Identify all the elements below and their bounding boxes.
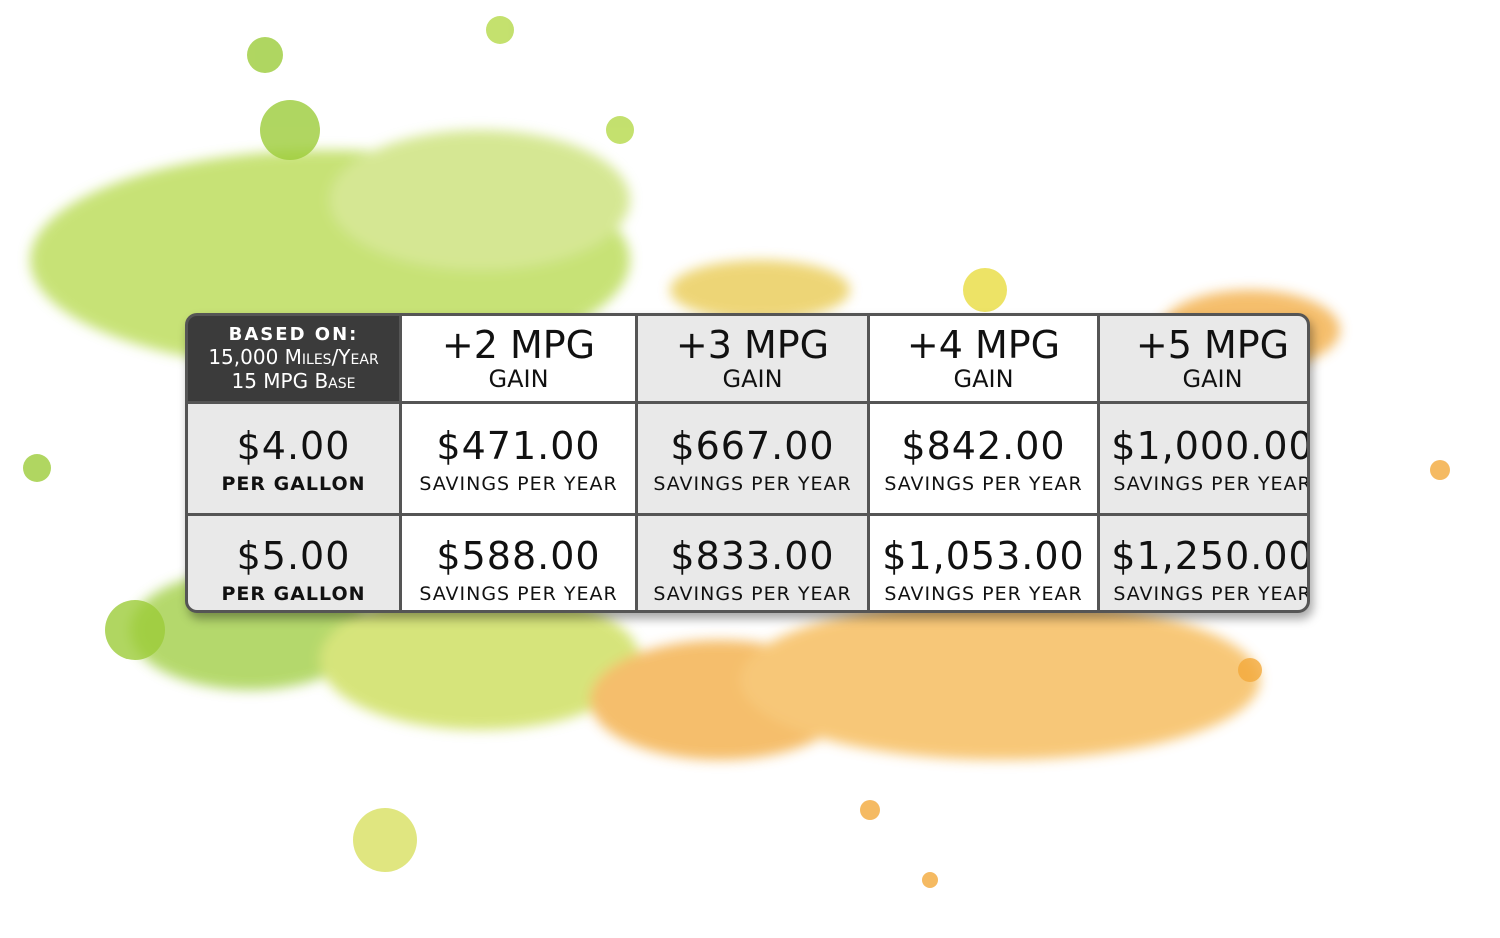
column-header: +2 MPG GAIN bbox=[402, 316, 635, 401]
savings-cell: $833.00 SAVINGS PER YEAR bbox=[638, 516, 867, 610]
gain-value: +3 MPG bbox=[675, 322, 830, 367]
gain-value: +4 MPG bbox=[906, 322, 1061, 367]
gain-label: GAIN bbox=[953, 364, 1014, 393]
savings-label: SAVINGS PER YEAR bbox=[884, 583, 1083, 605]
savings-amount: $842.00 bbox=[901, 423, 1066, 468]
corner-line: 15,000 Miles/Year bbox=[208, 345, 379, 369]
corner-title: BASED ON: bbox=[228, 324, 359, 345]
price-unit: PER GALLON bbox=[221, 472, 366, 495]
gain-label: GAIN bbox=[1182, 364, 1243, 393]
gain-value: +5 MPG bbox=[1135, 322, 1290, 367]
row-header: $5.00 PER GALLON bbox=[188, 516, 399, 610]
savings-amount: $667.00 bbox=[670, 423, 835, 468]
row-header: $4.00 PER GALLON bbox=[188, 404, 399, 513]
price: $4.00 bbox=[236, 423, 351, 468]
savings-amount: $1,250.00 bbox=[1111, 534, 1310, 578]
savings-table: BASED ON: 15,000 Miles/Year 15 MPG Base +2 … bbox=[185, 313, 1310, 613]
savings-cell: $1,053.00 SAVINGS PER YEAR bbox=[870, 516, 1097, 610]
price: $5.00 bbox=[236, 534, 351, 578]
column-header: +3 MPG GAIN bbox=[638, 316, 867, 401]
savings-cell: $842.00 SAVINGS PER YEAR bbox=[870, 404, 1097, 513]
savings-amount: $471.00 bbox=[436, 423, 601, 468]
savings-cell: $588.00 SAVINGS PER YEAR bbox=[402, 516, 635, 610]
savings-amount: $1,053.00 bbox=[882, 534, 1085, 578]
gain-label: GAIN bbox=[722, 364, 783, 393]
gain-label: GAIN bbox=[488, 364, 549, 393]
savings-label: SAVINGS PER YEAR bbox=[419, 583, 618, 605]
savings-cell: $471.00 SAVINGS PER YEAR bbox=[402, 404, 635, 513]
savings-amount: $588.00 bbox=[436, 534, 601, 578]
gain-value: +2 MPG bbox=[441, 322, 596, 367]
price-unit: PER GALLON bbox=[221, 583, 366, 605]
corner-cell: BASED ON: 15,000 Miles/Year 15 MPG Base bbox=[188, 316, 399, 401]
savings-label: SAVINGS PER YEAR bbox=[419, 472, 618, 495]
column-header: +5 MPG GAIN bbox=[1100, 316, 1307, 401]
savings-label: SAVINGS PER YEAR bbox=[653, 583, 852, 605]
savings-label: SAVINGS PER YEAR bbox=[653, 472, 852, 495]
savings-label: SAVINGS PER YEAR bbox=[1113, 472, 1310, 495]
savings-label: SAVINGS PER YEAR bbox=[884, 472, 1083, 495]
savings-amount: $1,000.00 bbox=[1111, 423, 1310, 468]
savings-label: SAVINGS PER YEAR bbox=[1113, 583, 1310, 605]
savings-cell: $1,000.00 SAVINGS PER YEAR bbox=[1100, 404, 1310, 513]
column-header: +4 MPG GAIN bbox=[870, 316, 1097, 401]
savings-amount: $833.00 bbox=[670, 534, 835, 578]
corner-line: 15 MPG Base bbox=[231, 369, 356, 393]
savings-cell: $667.00 SAVINGS PER YEAR bbox=[638, 404, 867, 513]
savings-cell: $1,250.00 SAVINGS PER YEAR bbox=[1100, 516, 1310, 610]
